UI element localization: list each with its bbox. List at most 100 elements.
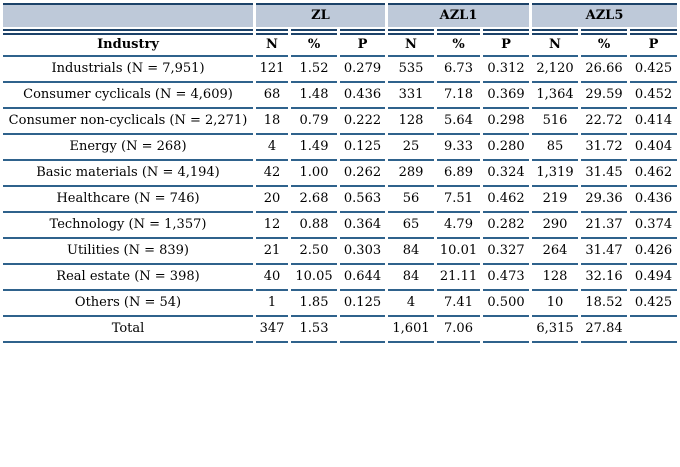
value-cell: 0.494 bbox=[630, 265, 677, 291]
industry-cell: Basic materials (N = 4,194) bbox=[3, 161, 253, 187]
value-cell: 6,315 bbox=[532, 317, 578, 343]
value-cell bbox=[630, 317, 677, 343]
value-cell bbox=[340, 317, 385, 343]
value-cell: 219 bbox=[532, 187, 578, 213]
group-header-row: ZL AZL1 AZL5 bbox=[3, 3, 677, 29]
value-cell bbox=[483, 317, 529, 343]
value-cell: 4 bbox=[256, 135, 288, 161]
value-cell: 12 bbox=[256, 213, 288, 239]
column-header-industry: Industry bbox=[3, 29, 253, 57]
value-cell: 331 bbox=[388, 83, 434, 109]
industry-cell: Consumer cyclicals (N = 4,609) bbox=[3, 83, 253, 109]
industry-cell: Energy (N = 268) bbox=[3, 135, 253, 161]
table-row: Healthcare (N = 746) 20 2.68 0.563 56 7.51 0.4… bbox=[3, 187, 677, 213]
table-body: Industrials (N = 7,951) 121 1.52 0.279 535 6.… bbox=[3, 57, 677, 343]
column-header-p: P bbox=[630, 29, 677, 57]
industry-cell: Others (N = 54) bbox=[3, 291, 253, 317]
group-header-azl5: AZL5 bbox=[532, 3, 677, 29]
value-cell: 290 bbox=[532, 213, 578, 239]
value-cell: 0.462 bbox=[630, 161, 677, 187]
column-header-n: N bbox=[532, 29, 578, 57]
value-cell: 1,319 bbox=[532, 161, 578, 187]
column-header-n: N bbox=[256, 29, 288, 57]
value-cell: 0.462 bbox=[483, 187, 529, 213]
value-cell: 9.33 bbox=[437, 135, 480, 161]
value-cell: 0.125 bbox=[340, 135, 385, 161]
value-cell: 0.298 bbox=[483, 109, 529, 135]
value-cell: 32.16 bbox=[581, 265, 627, 291]
value-cell: 289 bbox=[388, 161, 434, 187]
value-cell: 21.37 bbox=[581, 213, 627, 239]
column-header-percent: % bbox=[291, 29, 337, 57]
value-cell: 1.00 bbox=[291, 161, 337, 187]
value-cell: 31.45 bbox=[581, 161, 627, 187]
table-row: Others (N = 54) 1 1.85 0.125 4 7.41 0.500 10 18.… bbox=[3, 291, 677, 317]
value-cell: 1.49 bbox=[291, 135, 337, 161]
page: ZL AZL1 AZL5 Industry N % P N % P N % P … bbox=[0, 3, 680, 467]
value-cell: 5.64 bbox=[437, 109, 480, 135]
value-cell: 26.66 bbox=[581, 57, 627, 83]
value-cell: 0.282 bbox=[483, 213, 529, 239]
value-cell: 84 bbox=[388, 265, 434, 291]
value-cell: 84 bbox=[388, 239, 434, 265]
value-cell: 6.89 bbox=[437, 161, 480, 187]
value-cell: 0.125 bbox=[340, 291, 385, 317]
value-cell: 1,364 bbox=[532, 83, 578, 109]
value-cell: 0.374 bbox=[630, 213, 677, 239]
value-cell: 516 bbox=[532, 109, 578, 135]
value-cell: 21.11 bbox=[437, 265, 480, 291]
group-header-azl1: AZL1 bbox=[388, 3, 529, 29]
value-cell: 0.312 bbox=[483, 57, 529, 83]
value-cell: 0.644 bbox=[340, 265, 385, 291]
industry-cell: Total bbox=[3, 317, 253, 343]
value-cell: 0.425 bbox=[630, 291, 677, 317]
table-row: Consumer cyclicals (N = 4,609) 68 1.48 0.43… bbox=[3, 83, 677, 109]
value-cell: 0.303 bbox=[340, 239, 385, 265]
value-cell: 68 bbox=[256, 83, 288, 109]
value-cell: 121 bbox=[256, 57, 288, 83]
value-cell: 0.473 bbox=[483, 265, 529, 291]
value-cell: 0.324 bbox=[483, 161, 529, 187]
table-row: Utilities (N = 839) 21 2.50 0.303 84 10.01 0.3… bbox=[3, 239, 677, 265]
value-cell: 1.85 bbox=[291, 291, 337, 317]
value-cell: 29.36 bbox=[581, 187, 627, 213]
industry-cell: Technology (N = 1,357) bbox=[3, 213, 253, 239]
industry-stats-table: ZL AZL1 AZL5 Industry N % P N % P N % P … bbox=[0, 3, 680, 343]
value-cell: 7.51 bbox=[437, 187, 480, 213]
value-cell: 1.52 bbox=[291, 57, 337, 83]
value-cell: 0.436 bbox=[630, 187, 677, 213]
column-header-n: N bbox=[388, 29, 434, 57]
value-cell: 22.72 bbox=[581, 109, 627, 135]
value-cell: 7.18 bbox=[437, 83, 480, 109]
table-row: Energy (N = 268) 4 1.49 0.125 25 9.33 0.280 85 3… bbox=[3, 135, 677, 161]
value-cell: 0.88 bbox=[291, 213, 337, 239]
industry-cell: Healthcare (N = 746) bbox=[3, 187, 253, 213]
value-cell: 56 bbox=[388, 187, 434, 213]
value-cell: 2,120 bbox=[532, 57, 578, 83]
value-cell: 0.280 bbox=[483, 135, 529, 161]
industry-cell: Utilities (N = 839) bbox=[3, 239, 253, 265]
value-cell: 1,601 bbox=[388, 317, 434, 343]
corner-cell bbox=[3, 3, 253, 29]
value-cell: 0.563 bbox=[340, 187, 385, 213]
value-cell: 0.425 bbox=[630, 57, 677, 83]
value-cell: 6.73 bbox=[437, 57, 480, 83]
table-row: Total 347 1.53 1,601 7.06 6,315 27.84 bbox=[3, 317, 677, 343]
value-cell: 42 bbox=[256, 161, 288, 187]
value-cell: 21 bbox=[256, 239, 288, 265]
value-cell: 0.262 bbox=[340, 161, 385, 187]
value-cell: 0.279 bbox=[340, 57, 385, 83]
value-cell: 0.404 bbox=[630, 135, 677, 161]
value-cell: 0.414 bbox=[630, 109, 677, 135]
value-cell: 1 bbox=[256, 291, 288, 317]
value-cell: 20 bbox=[256, 187, 288, 213]
column-header-percent: % bbox=[581, 29, 627, 57]
value-cell: 128 bbox=[388, 109, 434, 135]
column-header-percent: % bbox=[437, 29, 480, 57]
value-cell: 535 bbox=[388, 57, 434, 83]
value-cell: 0.452 bbox=[630, 83, 677, 109]
value-cell: 2.50 bbox=[291, 239, 337, 265]
value-cell: 10 bbox=[532, 291, 578, 317]
value-cell: 10.01 bbox=[437, 239, 480, 265]
value-cell: 40 bbox=[256, 265, 288, 291]
